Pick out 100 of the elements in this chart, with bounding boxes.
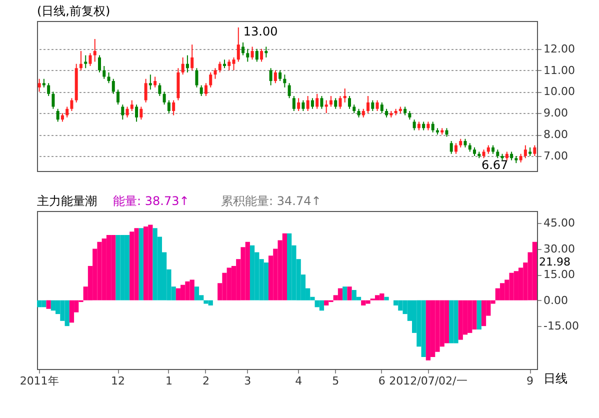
candlestick (190, 44, 194, 71)
candlestick (140, 106, 143, 120)
candlestick (158, 82, 162, 96)
bar (46, 300, 51, 309)
candlestick (204, 82, 208, 96)
bar (106, 235, 112, 300)
y-tick-label: 11.00 (544, 64, 575, 77)
candlestick (88, 52, 92, 66)
candlestick (288, 82, 291, 99)
candlestick (214, 68, 217, 80)
bar (374, 295, 380, 300)
candlestick (181, 56, 184, 76)
chart-title: (日线,前复权) (37, 4, 110, 18)
annotation: 13.00 (243, 24, 278, 38)
candlestick (107, 72, 110, 84)
bar (250, 245, 255, 300)
candlestick (412, 119, 416, 131)
candlestick (283, 74, 286, 88)
candlestick (338, 96, 342, 110)
bar (50, 300, 56, 311)
x-tick-label: 2012/07/02/一 (389, 374, 468, 388)
y-tick-label: 45.00 (544, 216, 575, 230)
bar (138, 228, 144, 300)
candlestick (195, 68, 198, 88)
x-tick-label: 9 (526, 374, 534, 388)
candlestick (324, 100, 328, 114)
text: 21.98 (539, 256, 570, 269)
candlestick (310, 98, 314, 110)
candlestick (186, 54, 189, 73)
candlestick (172, 100, 176, 116)
x-tick-label: 2011年 (20, 374, 59, 388)
candlestick (366, 96, 370, 114)
candlestick (380, 102, 384, 114)
candlestick (316, 93, 319, 110)
candlestick (126, 106, 129, 118)
bar (176, 288, 181, 300)
candlestick (524, 144, 527, 159)
y-tick-label: 12.00 (544, 42, 575, 56)
candlestick (112, 78, 115, 94)
bar (342, 286, 348, 300)
y-tick-label: 15.00 (544, 268, 575, 282)
candlestick (200, 84, 203, 96)
x-tick-label: 12 (111, 374, 126, 388)
candlestick (135, 104, 138, 122)
bar (476, 300, 482, 330)
candlestick (232, 56, 236, 71)
candlestick (450, 140, 453, 154)
candlestick (269, 68, 272, 86)
y-tick-label: 9.00 (544, 106, 568, 120)
candlestick (79, 50, 82, 71)
x-tick-label: 1 (165, 374, 172, 388)
candlestick (98, 54, 101, 73)
candlestick (431, 121, 434, 133)
y-tick-label: -15.00 (544, 320, 579, 333)
candlestick (102, 66, 106, 80)
candlestick (255, 48, 258, 62)
bar (444, 300, 450, 344)
candlestick (148, 74, 152, 90)
bar (384, 296, 389, 300)
candlestick (38, 78, 41, 92)
candlestick (343, 88, 346, 103)
candlestick (116, 89, 120, 106)
chart-title: 主力能量潮 (37, 194, 97, 208)
x-tick-label: 4 (295, 374, 302, 388)
x-tick-label: 6 (378, 374, 386, 388)
candlestick (167, 100, 170, 114)
candlestick (242, 42, 245, 56)
bar (338, 288, 343, 300)
candlestick (334, 98, 338, 110)
candlestick (278, 70, 282, 82)
text: 能量: 38.73↑ (113, 194, 190, 208)
bar (481, 300, 486, 326)
candlestick (93, 38, 96, 62)
candlestick (297, 98, 300, 112)
candlestick (376, 100, 379, 112)
candlestick (154, 76, 157, 88)
candlestick (228, 59, 231, 71)
y-tick-label: 10.00 (544, 85, 575, 98)
x-axis-title: 日线 (544, 372, 568, 386)
bar (319, 300, 324, 311)
candlestick (52, 91, 55, 110)
text: 累积能量: 34.74↑ (221, 194, 322, 208)
y-tick-label: 30.00 (544, 242, 575, 256)
candlestick (246, 48, 250, 62)
bar (347, 286, 352, 300)
candlestick (329, 96, 332, 108)
candlestick (47, 82, 50, 96)
x-tick-label: 2 (202, 374, 210, 388)
candlestick (264, 46, 268, 58)
candlestick (274, 70, 277, 84)
candlestick (144, 78, 148, 103)
candlestick (454, 142, 458, 154)
candlestick (130, 100, 134, 112)
y-tick-label: 8.00 (544, 128, 568, 142)
candlestick (84, 54, 88, 69)
annotation: 6.67 (481, 158, 508, 172)
x-tick-label: 3 (244, 374, 252, 388)
bar (124, 235, 130, 300)
candlestick (66, 106, 69, 118)
candlestick (56, 108, 60, 122)
